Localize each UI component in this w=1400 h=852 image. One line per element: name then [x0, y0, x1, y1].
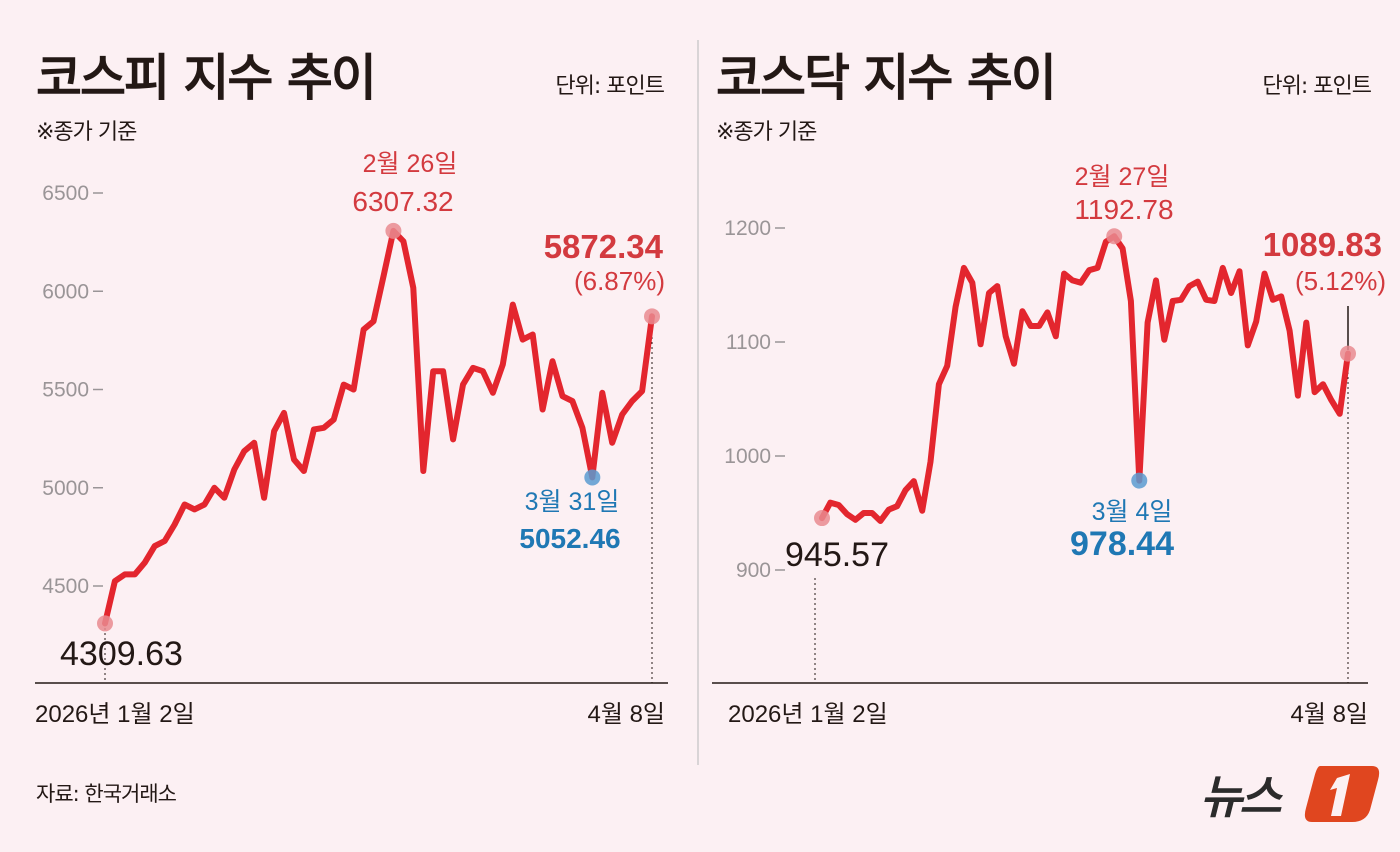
kosdaq-chart-title: 코스닥 지수 추이 [716, 49, 1057, 107]
kospi-x-end-label: 4월 8일 [587, 701, 665, 728]
kospi-end-value: 5872.34 [544, 228, 664, 265]
kospi-chart-title: 코스피 지수 추이 [36, 49, 377, 107]
kospi-ytick-label: 5500 [42, 379, 89, 402]
kosdaq-low-value: 978.44 [1070, 525, 1174, 563]
svg-text:뉴스: 뉴스 [1200, 771, 1283, 823]
kosdaq-start-marker [814, 510, 830, 527]
kosdaq-start-value: 945.57 [785, 536, 889, 574]
kosdaq-ytick-label: 1200 [724, 217, 771, 240]
kospi-low-date: 3월 31일 [525, 488, 620, 516]
kospi-low-marker [584, 469, 601, 486]
kospi-chart: 4500 5000 5500 6000 6500 2026년 1월 2일 4월 8일 2… [35, 150, 668, 728]
kospi-y-ticks: 4500 5000 5500 6000 6500 [42, 182, 103, 598]
kospi-ytick-label: 5000 [42, 477, 89, 500]
kosdaq-x-end-label: 4월 8일 [1290, 701, 1368, 728]
kospi-unit-label: 단위: 포인트 [555, 74, 665, 99]
kosdaq-chart: 900 1000 1100 1200 2026년 1월 2일 4월 8일 2월 27일… [712, 163, 1386, 728]
source-label: 자료: 한국거래소 [36, 782, 177, 806]
kospi-start-marker [97, 615, 113, 632]
kospi-ytick-label: 4500 [42, 575, 89, 598]
kosdaq-low-marker [1131, 472, 1148, 489]
kosdaq-note: ※종가 기준 [716, 120, 817, 145]
kosdaq-low-date: 3월 4일 [1092, 498, 1173, 526]
kospi-end-marker [644, 308, 660, 325]
kospi-high-date: 2월 26일 [363, 150, 458, 178]
news1-logo: 뉴스 [1200, 766, 1380, 823]
kosdaq-end-value: 1089.83 [1263, 226, 1382, 263]
chart-divider [697, 40, 699, 765]
kosdaq-ytick-label: 900 [736, 559, 771, 582]
kosdaq-x-start-label: 2026년 1월 2일 [728, 701, 888, 728]
kosdaq-end-change: (5.12%) [1295, 266, 1386, 296]
kospi-start-value: 4309.63 [60, 635, 183, 673]
kosdaq-end-marker [1340, 345, 1356, 362]
kospi-high-marker [385, 222, 402, 239]
kospi-note: ※종가 기준 [36, 120, 137, 145]
kosdaq-high-value: 1192.78 [1074, 194, 1173, 225]
kosdaq-high-marker [1106, 228, 1123, 245]
kosdaq-ytick-label: 1100 [726, 331, 771, 354]
kospi-low-value: 5052.46 [519, 523, 620, 554]
kospi-ytick-label: 6000 [42, 280, 89, 303]
kosdaq-high-date: 2월 27일 [1075, 163, 1170, 191]
kosdaq-series-line [819, 233, 1351, 524]
kosdaq-ytick-label: 1000 [724, 445, 771, 468]
kospi-high-value: 6307.32 [352, 186, 453, 217]
kospi-end-change: (6.87%) [574, 266, 665, 296]
kospi-series-line [102, 227, 655, 627]
kospi-ytick-label: 6500 [42, 182, 89, 205]
kosdaq-y-ticks: 900 1000 1100 1200 [724, 217, 785, 582]
kospi-x-start-label: 2026년 1월 2일 [35, 701, 195, 728]
kosdaq-unit-label: 단위: 포인트 [1262, 74, 1372, 99]
